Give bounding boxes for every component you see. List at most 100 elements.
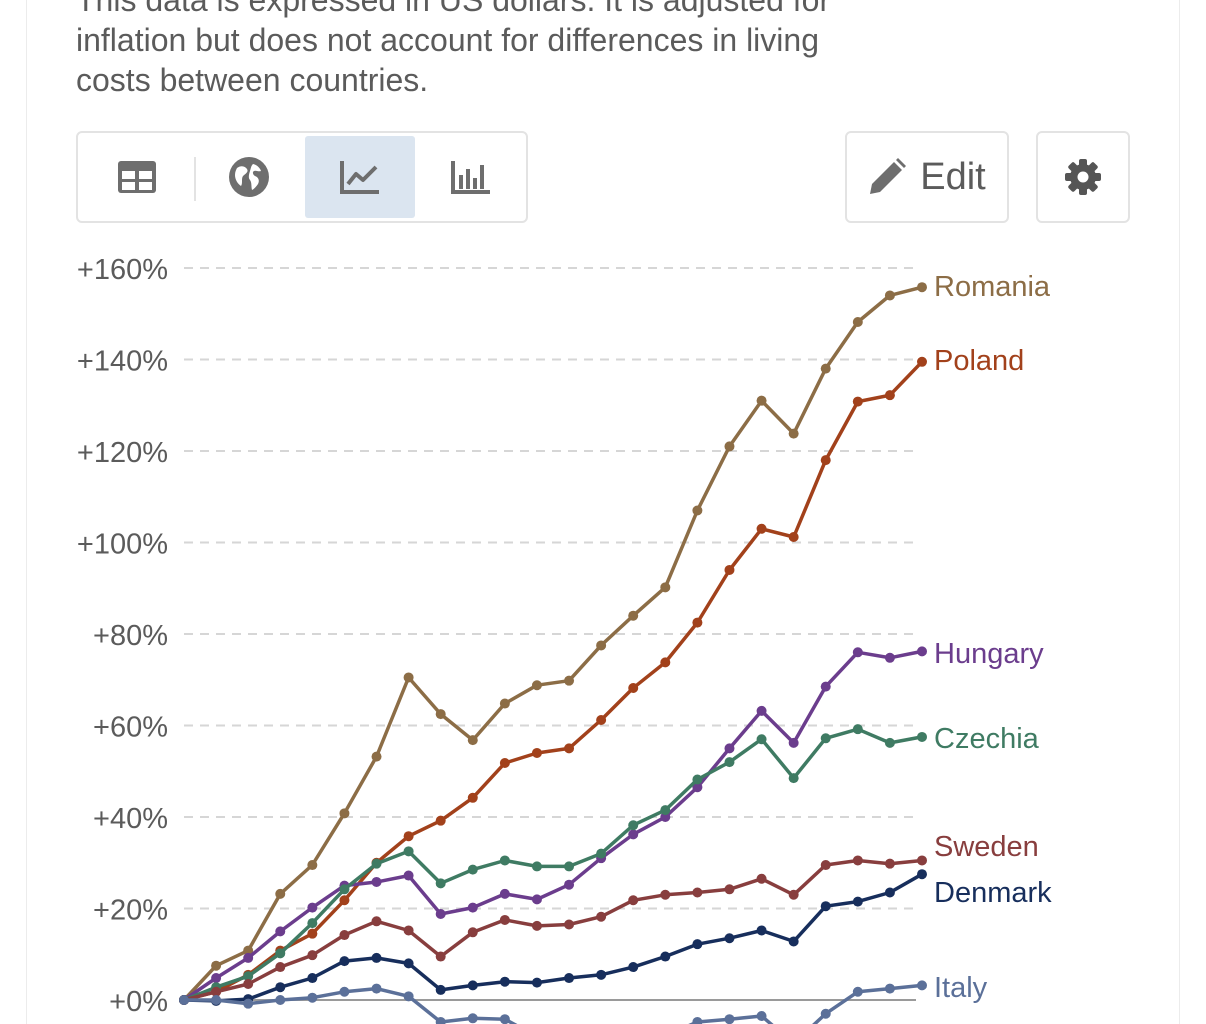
data-point-poland (884, 390, 895, 401)
data-point-romania (564, 675, 575, 686)
data-point-czechia (371, 858, 382, 869)
tab-bar-chart[interactable] (416, 136, 526, 218)
data-point-sweden (371, 916, 382, 927)
data-point-hungary (788, 737, 799, 748)
data-point-romania (756, 395, 767, 406)
data-point-czechia (435, 878, 446, 889)
data-point-hungary (820, 681, 831, 692)
data-point-czechia (596, 848, 607, 859)
data-point-italy (339, 986, 350, 997)
series-line-poland (182, 360, 924, 1002)
data-point-hungary (724, 743, 735, 754)
y-tick-label: +20% (93, 895, 168, 927)
data-point-romania (371, 751, 382, 762)
data-point-sweden (660, 889, 671, 900)
data-point-sweden (339, 930, 350, 941)
data-point-denmark (852, 896, 863, 907)
data-point-denmark (275, 982, 286, 993)
data-point-sweden (692, 887, 703, 898)
data-point-czechia (724, 757, 735, 768)
data-point-poland (467, 792, 478, 803)
data-point-poland (820, 455, 831, 466)
data-point-hungary (564, 879, 575, 890)
data-point-hungary (884, 652, 895, 663)
data-point-romania (628, 610, 639, 621)
series-line-sweden (182, 858, 924, 1002)
data-point-sweden (564, 919, 575, 930)
data-point-sweden (467, 927, 478, 938)
card-border-left (26, 0, 27, 1024)
data-point-sweden (724, 884, 735, 895)
series-line-hungary (182, 649, 924, 1002)
data-point-denmark (692, 939, 703, 950)
data-point-czechia (467, 864, 478, 875)
line-chart-icon (340, 161, 379, 194)
data-point-romania (660, 582, 671, 593)
series-label-romania: Romania (934, 271, 1051, 303)
settings-button[interactable] (1036, 131, 1130, 223)
data-point-italy (307, 992, 318, 1003)
data-point-denmark (660, 951, 671, 962)
data-point-sweden (788, 889, 799, 900)
tab-map[interactable] (194, 136, 304, 218)
data-point-poland (435, 815, 446, 826)
data-point-italy (435, 1016, 446, 1024)
data-point-poland (788, 532, 799, 543)
y-tick-label: +60% (93, 712, 168, 744)
data-point-denmark (564, 973, 575, 984)
data-point-hungary (243, 952, 254, 963)
data-point-poland (564, 743, 575, 754)
data-point-sweden (211, 986, 222, 997)
data-point-italy (756, 1011, 767, 1022)
data-point-romania (499, 698, 510, 709)
y-tick-label: +0% (109, 986, 168, 1018)
data-point-poland (692, 617, 703, 628)
data-point-denmark (596, 969, 607, 980)
data-point-romania (243, 945, 254, 956)
data-point-italy (884, 983, 895, 994)
edit-button[interactable]: Edit (845, 131, 1009, 223)
series-label-denmark: Denmark (934, 877, 1052, 909)
data-point-czechia (788, 773, 799, 784)
y-tick-label: +40% (93, 803, 168, 835)
data-point-czechia (531, 861, 542, 872)
data-point-italy (820, 1008, 831, 1019)
subtitle-line-1: This data is expressed in US dollars. It… (76, 0, 831, 18)
data-point-italy (243, 998, 254, 1009)
data-point-italy (692, 1016, 703, 1024)
data-point-czechia (852, 724, 863, 735)
gear-icon (1065, 159, 1101, 195)
data-point-poland (499, 758, 510, 769)
data-point-sweden (435, 951, 446, 962)
series-label-czechia: Czechia (934, 723, 1040, 755)
data-point-romania (339, 808, 350, 819)
series-label-poland: Poland (934, 345, 1024, 377)
data-point-czechia (660, 805, 671, 816)
data-point-hungary (628, 829, 639, 840)
data-point-hungary (499, 888, 510, 899)
tab-divider (194, 157, 196, 201)
data-point-poland (403, 831, 414, 842)
data-point-sweden (884, 858, 895, 869)
data-point-czechia (499, 855, 510, 866)
data-point-italy (724, 1014, 735, 1024)
data-point-poland (852, 396, 863, 407)
data-point-poland (339, 895, 350, 906)
tab-line-chart[interactable] (305, 136, 415, 218)
series-label-italy: Italy (934, 972, 988, 1004)
data-point-romania (467, 735, 478, 746)
data-point-denmark (435, 984, 446, 995)
tab-table[interactable] (82, 136, 192, 218)
data-point-romania (211, 960, 222, 971)
data-point-czechia (564, 861, 575, 872)
data-point-romania (852, 316, 863, 327)
chart-type-tabs (76, 131, 528, 223)
data-point-hungary (403, 870, 414, 881)
data-point-italy (403, 991, 414, 1002)
globe-icon (229, 157, 269, 197)
y-tick-label: +140% (77, 346, 168, 378)
data-point-sweden (403, 925, 414, 936)
data-point-italy (917, 980, 927, 991)
data-point-hungary (917, 646, 927, 657)
